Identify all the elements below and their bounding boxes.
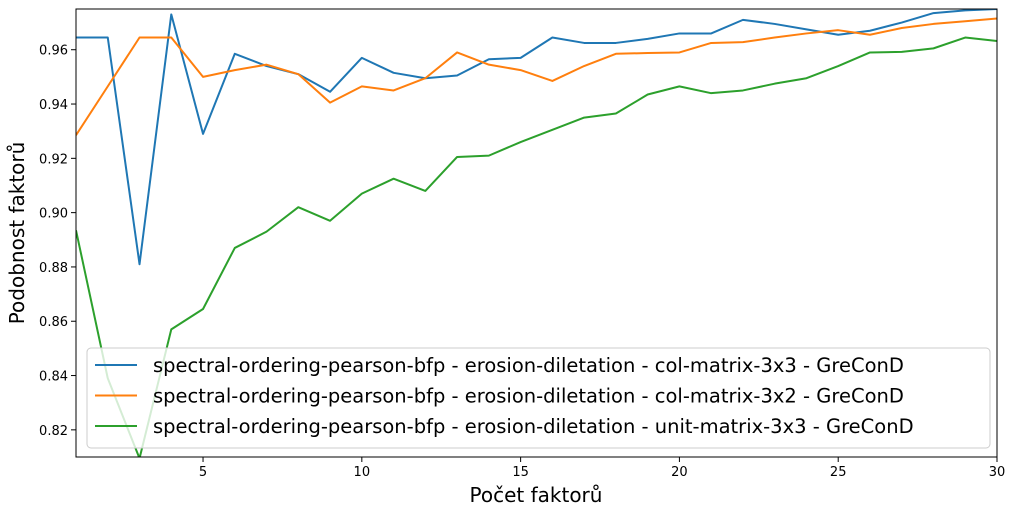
x-tick-label: 25 [830,465,847,480]
series-line-3 [76,36,997,457]
y-tick-label: 0.86 [39,315,68,330]
y-tick-label: 0.94 [39,98,68,113]
y-tick-label: 0.82 [39,424,68,439]
x-axis: 5 10 15 20 25 30 [199,457,1005,480]
x-tick-label: 30 [989,465,1006,480]
series-line-2 [76,17,997,136]
plot-frame [75,8,998,458]
legend-label-2: spectral-ordering-pearson-bfp - erosion-… [153,385,904,408]
x-tick-label: 20 [671,465,688,480]
y-axis-label: Podobnost faktorů [5,142,29,325]
y-tick-label: 0.92 [39,152,68,167]
y-tick-label: 0.84 [39,370,68,385]
legend-label-1: spectral-ordering-pearson-bfp - erosion-… [153,354,904,377]
x-tick-label: 5 [199,465,207,480]
x-axis-label: Počet faktorů [470,483,603,507]
x-tick-label: 15 [512,465,529,480]
legend-box [86,347,991,449]
y-tick-label: 0.88 [39,261,68,276]
y-tick-label: 0.90 [39,207,68,222]
y-axis: 0.82 0.84 0.86 0.88 0.90 0.92 0.94 0.96 [39,44,76,439]
plot-area [75,8,998,458]
legend: spectral-ordering-pearson-bfp - erosion-… [86,347,991,449]
series-line-1 [76,9,997,266]
x-tick-label: 10 [354,465,371,480]
legend-label-3: spectral-ordering-pearson-bfp - erosion-… [153,415,914,438]
y-tick-label: 0.96 [39,44,68,59]
